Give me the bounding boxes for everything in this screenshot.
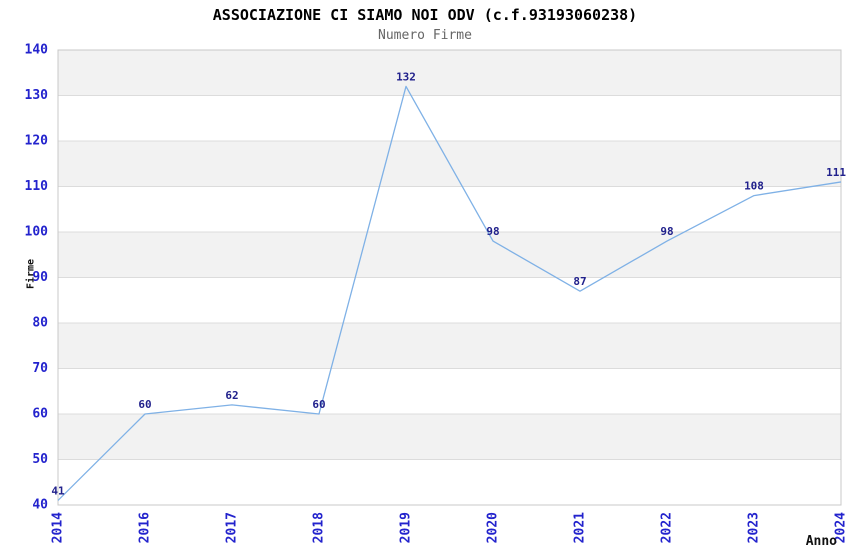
data-line	[57, 85, 842, 501]
x-tick-label: 2023	[747, 512, 762, 543]
x-tick-label: 2014	[51, 512, 66, 543]
y-tick-label: 90	[32, 270, 48, 285]
plot-band	[58, 323, 841, 369]
x-tick-label: 2019	[399, 512, 414, 543]
y-tick-label: 130	[25, 88, 49, 103]
x-tick-label: 2022	[660, 512, 675, 543]
value-label: 60	[312, 398, 325, 411]
y-tick-label: 50	[32, 452, 48, 467]
value-label: 60	[138, 398, 151, 411]
value-label: 132	[396, 70, 416, 83]
value-label: 98	[660, 225, 673, 238]
y-tick-label: 40	[32, 498, 48, 513]
value-label: 41	[51, 484, 65, 497]
chart-subtitle: Numero Firme	[378, 28, 472, 43]
y-tick-label: 80	[32, 316, 48, 331]
x-tick-label: 2020	[486, 512, 501, 543]
y-tick-label: 140	[25, 43, 49, 58]
x-tick-label: 2017	[225, 512, 240, 543]
y-tick-label: 60	[32, 407, 48, 422]
chart-title: ASSOCIAZIONE CI SIAMO NOI ODV (c.f.93193…	[212, 6, 638, 24]
x-axis-title: Anno	[805, 534, 837, 549]
x-tick-label: 2018	[312, 512, 327, 543]
x-tick-label: 2021	[573, 512, 588, 543]
plot-band	[58, 50, 841, 96]
plot-band	[58, 414, 841, 460]
value-label: 87	[573, 275, 586, 288]
y-tick-label: 100	[25, 225, 49, 240]
x-tick-label: 2024	[834, 512, 849, 543]
value-label: 111	[826, 166, 846, 179]
x-tick-label: 2016	[138, 512, 153, 543]
value-label: 98	[486, 225, 499, 238]
y-tick-label: 110	[25, 179, 49, 194]
value-label: 108	[744, 180, 764, 193]
y-tick-label: 70	[32, 361, 48, 376]
plot-band	[58, 232, 841, 278]
y-tick-label: 120	[25, 134, 49, 149]
plot-border	[57, 49, 842, 506]
value-label: 62	[225, 389, 238, 402]
